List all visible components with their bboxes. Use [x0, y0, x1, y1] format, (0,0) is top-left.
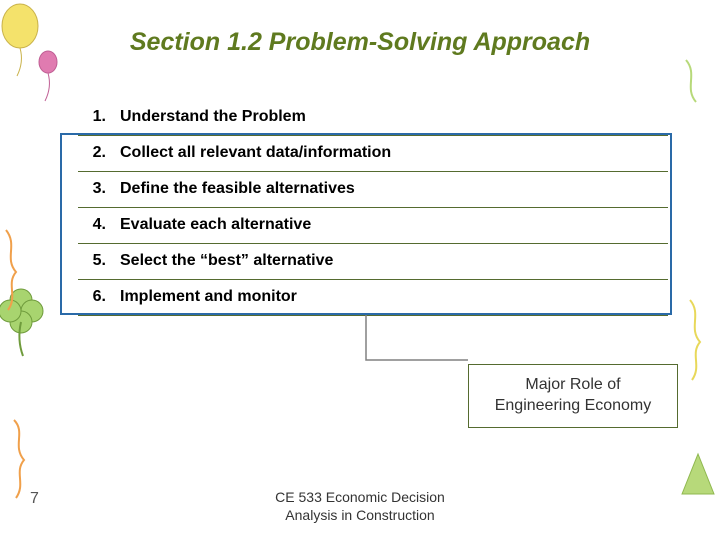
footer-line-1: CE 533 Economic Decision	[275, 489, 445, 505]
footer-text: CE 533 Economic Decision Analysis in Con…	[250, 488, 470, 524]
footer-line-2: Analysis in Construction	[285, 507, 434, 523]
callout-line-2: Engineering Economy	[483, 396, 663, 417]
list-item-text: Understand the Problem	[106, 108, 306, 126]
list-item: 1.Understand the Problem	[78, 100, 668, 136]
page-number: 7	[30, 490, 39, 508]
callout-line-1: Major Role of	[483, 375, 663, 396]
list-item-number: 1.	[78, 108, 106, 126]
callout-box: Major Role of Engineering Economy	[468, 364, 678, 428]
highlight-rectangle	[60, 133, 672, 315]
slide-title: Section 1.2 Problem-Solving Approach	[0, 28, 720, 57]
